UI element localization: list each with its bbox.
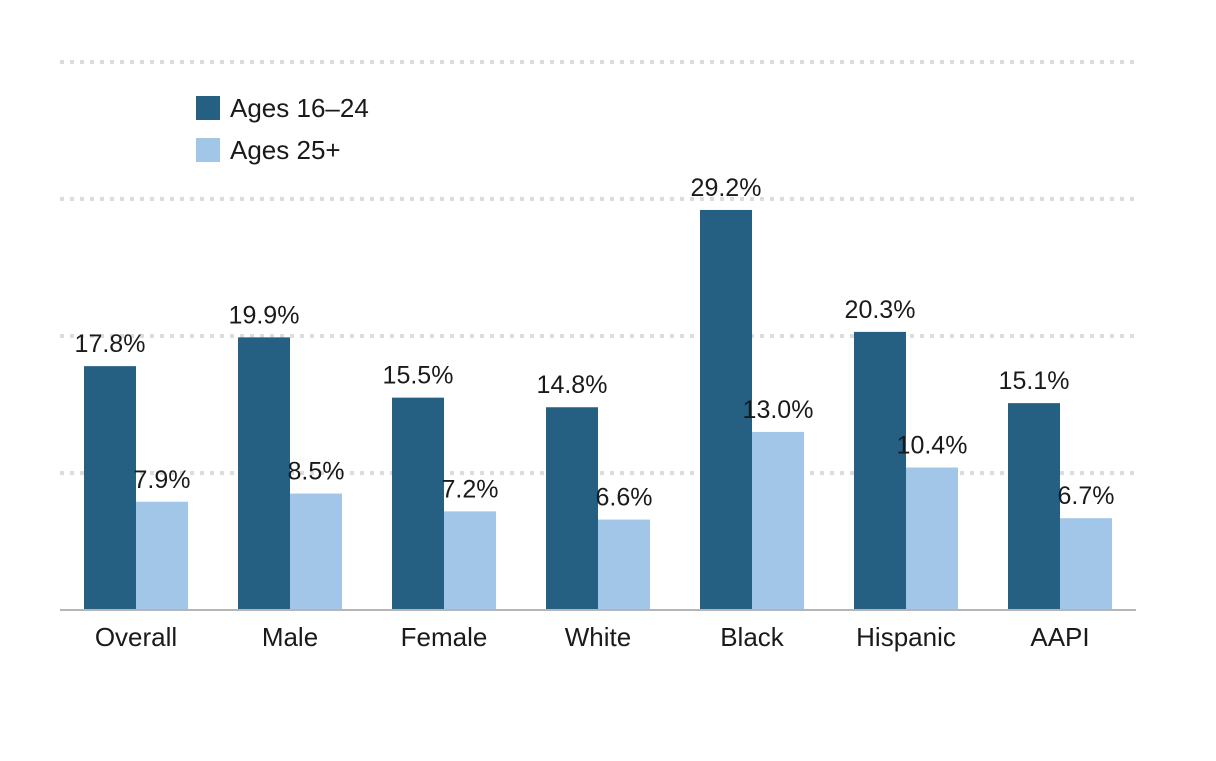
legend: Ages 16–24 Ages 25+ (196, 93, 369, 165)
x-tick-label: White (565, 622, 631, 652)
bar-male-series-1 (238, 337, 290, 610)
bar-white-series-2 (598, 519, 650, 610)
data-label: 6.6% (596, 484, 653, 512)
data-label: 7.2% (442, 475, 499, 503)
x-tick-label: Hispanic (856, 622, 956, 652)
data-label: 10.4% (897, 432, 968, 460)
data-label: 20.3% (845, 296, 916, 324)
data-label: 13.0% (743, 396, 814, 424)
x-tick-label: Male (262, 622, 318, 652)
bar-hispanic-series-1 (854, 331, 906, 610)
data-label: 14.8% (537, 371, 608, 399)
x-tick-label: AAPI (1030, 622, 1089, 652)
bar-white-series-1 (546, 407, 598, 610)
data-labels: 17.8% 7.9% 19.9% 8.5% 15.5% 7.2% 14.8% 6.6% 29.2… (75, 174, 1115, 512)
data-label: 19.9% (229, 301, 300, 329)
x-tick-labels: Overall Male Female White Black Hispanic AAPI (95, 622, 1090, 652)
legend-label: Ages 16–24 (230, 93, 369, 123)
legend-label: Ages 25+ (230, 135, 341, 165)
bar-aapi-series-1 (1008, 403, 1060, 610)
bar-female-series-2 (444, 511, 496, 610)
bar-female-series-1 (392, 397, 444, 610)
bar-hispanic-series-2 (906, 467, 958, 610)
x-tick-label: Female (401, 622, 488, 652)
bar-male-series-2 (290, 493, 342, 610)
bar-overall-series-2 (136, 501, 188, 610)
data-label: 7.9% (134, 466, 191, 494)
bar-black-series-2 (752, 431, 804, 610)
data-label: 6.7% (1058, 482, 1115, 510)
data-label: 15.5% (383, 362, 454, 390)
bar-overall-series-1 (84, 366, 136, 610)
x-tick-label: Overall (95, 622, 177, 652)
x-tick-label: Black (720, 622, 785, 652)
data-label: 29.2% (691, 174, 762, 202)
bar-black-series-1 (700, 209, 752, 610)
bar-aapi-series-2 (1060, 518, 1112, 610)
data-label: 17.8% (75, 330, 146, 358)
data-label: 8.5% (288, 458, 345, 486)
legend-swatch (196, 138, 220, 162)
legend-swatch (196, 96, 220, 120)
data-label: 15.1% (999, 367, 1070, 395)
bars (84, 209, 1112, 610)
